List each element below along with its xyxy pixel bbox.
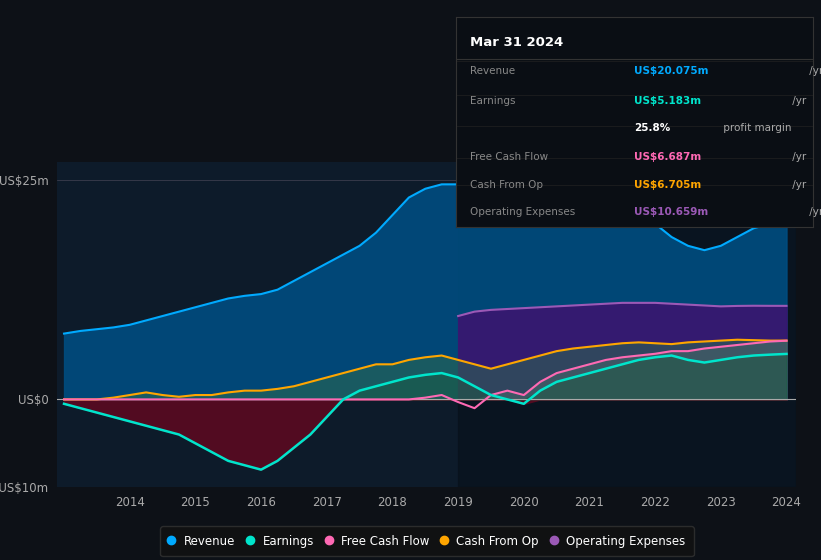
Text: profit margin: profit margin	[720, 123, 791, 133]
Text: Earnings: Earnings	[470, 96, 516, 106]
Text: US$5.183m: US$5.183m	[635, 96, 701, 106]
Text: Free Cash Flow: Free Cash Flow	[470, 152, 548, 162]
Text: Operating Expenses: Operating Expenses	[470, 207, 576, 217]
Bar	[458, 162, 796, 487]
Text: 25.8%: 25.8%	[635, 123, 671, 133]
Text: /yr: /yr	[788, 180, 805, 190]
Text: US$20.075m: US$20.075m	[635, 67, 709, 76]
Text: /yr: /yr	[805, 207, 821, 217]
Text: US$6.705m: US$6.705m	[635, 180, 701, 190]
Text: Mar 31 2024: Mar 31 2024	[470, 36, 563, 49]
Text: Cash From Op: Cash From Op	[470, 180, 543, 190]
Legend: Revenue, Earnings, Free Cash Flow, Cash From Op, Operating Expenses: Revenue, Earnings, Free Cash Flow, Cash …	[160, 526, 694, 556]
Text: /yr: /yr	[788, 96, 805, 106]
Text: /yr: /yr	[788, 152, 805, 162]
Text: US$10.659m: US$10.659m	[635, 207, 709, 217]
Text: US$6.687m: US$6.687m	[635, 152, 701, 162]
Text: Revenue: Revenue	[470, 67, 515, 76]
Text: /yr: /yr	[805, 67, 821, 76]
